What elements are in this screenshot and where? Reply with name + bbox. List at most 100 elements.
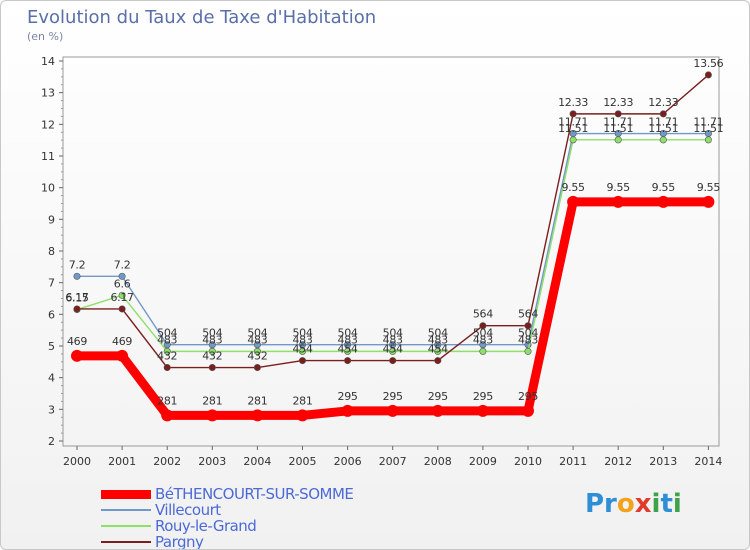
data-label: 11.51 bbox=[648, 122, 678, 135]
series-line-0 bbox=[77, 202, 708, 415]
data-point bbox=[657, 196, 669, 208]
data-point bbox=[74, 306, 80, 312]
data-label: 12.33 bbox=[603, 96, 633, 109]
data-label: 295 bbox=[383, 390, 403, 403]
data-label: 454 bbox=[292, 343, 312, 356]
y-tick-label: 3 bbox=[48, 403, 55, 416]
x-tick-label: 2002 bbox=[153, 455, 181, 468]
data-point bbox=[254, 364, 260, 370]
data-point bbox=[206, 409, 218, 421]
data-label: 483 bbox=[202, 333, 222, 346]
x-tick-label: 2014 bbox=[694, 455, 722, 468]
data-label: 483 bbox=[157, 333, 177, 346]
data-label: 454 bbox=[338, 343, 358, 356]
legend-swatch-rouy bbox=[101, 525, 151, 527]
data-label: 7.2 bbox=[114, 258, 131, 271]
data-label: 9.55 bbox=[697, 181, 721, 194]
chart-frame: Evolution du Taux de Taxe d'Habitation (… bbox=[0, 0, 750, 550]
data-label: 281 bbox=[157, 394, 177, 407]
data-point bbox=[161, 409, 173, 421]
data-label: 469 bbox=[112, 335, 132, 348]
data-label: 6.17 bbox=[65, 291, 89, 304]
data-label: 11.51 bbox=[558, 122, 588, 135]
legend-swatch-bethencourt bbox=[101, 490, 151, 499]
logo-part: o bbox=[617, 489, 635, 519]
data-label: 454 bbox=[383, 343, 403, 356]
y-tick-label: 4 bbox=[48, 372, 55, 385]
y-tick-label: 10 bbox=[41, 182, 55, 195]
line-chart: 2345678910111213142000 2001 2002 2003 2004 20… bbox=[1, 1, 749, 549]
data-point bbox=[660, 137, 666, 143]
legend-label-pargny: Pargny bbox=[155, 533, 203, 550]
y-tick-label: 7 bbox=[48, 277, 55, 290]
y-tick-label: 9 bbox=[48, 213, 55, 226]
data-label: 281 bbox=[292, 394, 312, 407]
data-label: 295 bbox=[518, 390, 538, 403]
data-label: 432 bbox=[157, 350, 177, 363]
data-label: 13.56 bbox=[693, 57, 723, 70]
data-point bbox=[119, 306, 125, 312]
x-tick-label: 2008 bbox=[424, 455, 452, 468]
logo-part: i bbox=[673, 489, 682, 519]
x-tick-label: 2006 bbox=[334, 455, 362, 468]
x-tick-label: 2011 bbox=[559, 455, 587, 468]
data-point bbox=[522, 405, 534, 417]
data-label: 281 bbox=[202, 394, 222, 407]
y-tick-label: 2 bbox=[48, 435, 55, 448]
data-label: 483 bbox=[247, 333, 267, 346]
data-label: 9.55 bbox=[561, 181, 585, 194]
data-label: 454 bbox=[428, 343, 448, 356]
data-point bbox=[705, 137, 711, 143]
x-tick-label: 2004 bbox=[243, 455, 271, 468]
y-tick-label: 14 bbox=[41, 55, 55, 68]
data-point bbox=[387, 405, 399, 417]
x-tick-label: 2003 bbox=[198, 455, 226, 468]
data-label: 483 bbox=[518, 333, 538, 346]
data-label: 7.2 bbox=[69, 258, 86, 271]
x-tick-label: 2007 bbox=[379, 455, 407, 468]
data-point bbox=[615, 137, 621, 143]
logo-part: Pr bbox=[585, 489, 617, 519]
data-point bbox=[435, 357, 441, 363]
data-point bbox=[74, 273, 80, 279]
data-point bbox=[297, 409, 309, 421]
data-label: 432 bbox=[247, 350, 267, 363]
data-point bbox=[116, 350, 128, 362]
data-point bbox=[477, 405, 489, 417]
y-tick-label: 6 bbox=[48, 308, 55, 321]
x-tick-label: 2005 bbox=[289, 455, 317, 468]
data-label: 281 bbox=[247, 394, 267, 407]
x-tick-label: 2001 bbox=[108, 455, 136, 468]
data-point bbox=[567, 196, 579, 208]
data-point bbox=[251, 409, 263, 421]
x-tick-label: 2012 bbox=[604, 455, 632, 468]
data-point bbox=[570, 137, 576, 143]
data-label: 295 bbox=[428, 390, 448, 403]
x-tick-label: 2013 bbox=[649, 455, 677, 468]
data-point bbox=[344, 357, 350, 363]
data-label: 295 bbox=[473, 390, 493, 403]
data-point bbox=[480, 348, 486, 354]
series-line-2 bbox=[77, 140, 708, 352]
x-tick-label: 2010 bbox=[514, 455, 542, 468]
data-label: 11.51 bbox=[603, 122, 633, 135]
data-point bbox=[299, 357, 305, 363]
y-tick-label: 8 bbox=[48, 245, 55, 258]
data-point bbox=[209, 364, 215, 370]
legend-swatch-pargny bbox=[101, 541, 151, 543]
logo-part: t bbox=[660, 489, 672, 519]
logo-part: x bbox=[635, 489, 652, 519]
data-point bbox=[705, 72, 711, 78]
x-tick-label: 2009 bbox=[469, 455, 497, 468]
data-label: 9.55 bbox=[652, 181, 676, 194]
data-point bbox=[432, 405, 444, 417]
data-label: 432 bbox=[202, 350, 222, 363]
y-tick-label: 11 bbox=[41, 150, 55, 163]
data-label: 11.51 bbox=[693, 122, 723, 135]
data-label: 6.6 bbox=[114, 277, 131, 290]
y-tick-label: 5 bbox=[48, 340, 55, 353]
x-tick-label: 2000 bbox=[63, 455, 91, 468]
data-point bbox=[342, 405, 354, 417]
data-label: 6.17 bbox=[110, 291, 134, 304]
data-point bbox=[525, 348, 531, 354]
